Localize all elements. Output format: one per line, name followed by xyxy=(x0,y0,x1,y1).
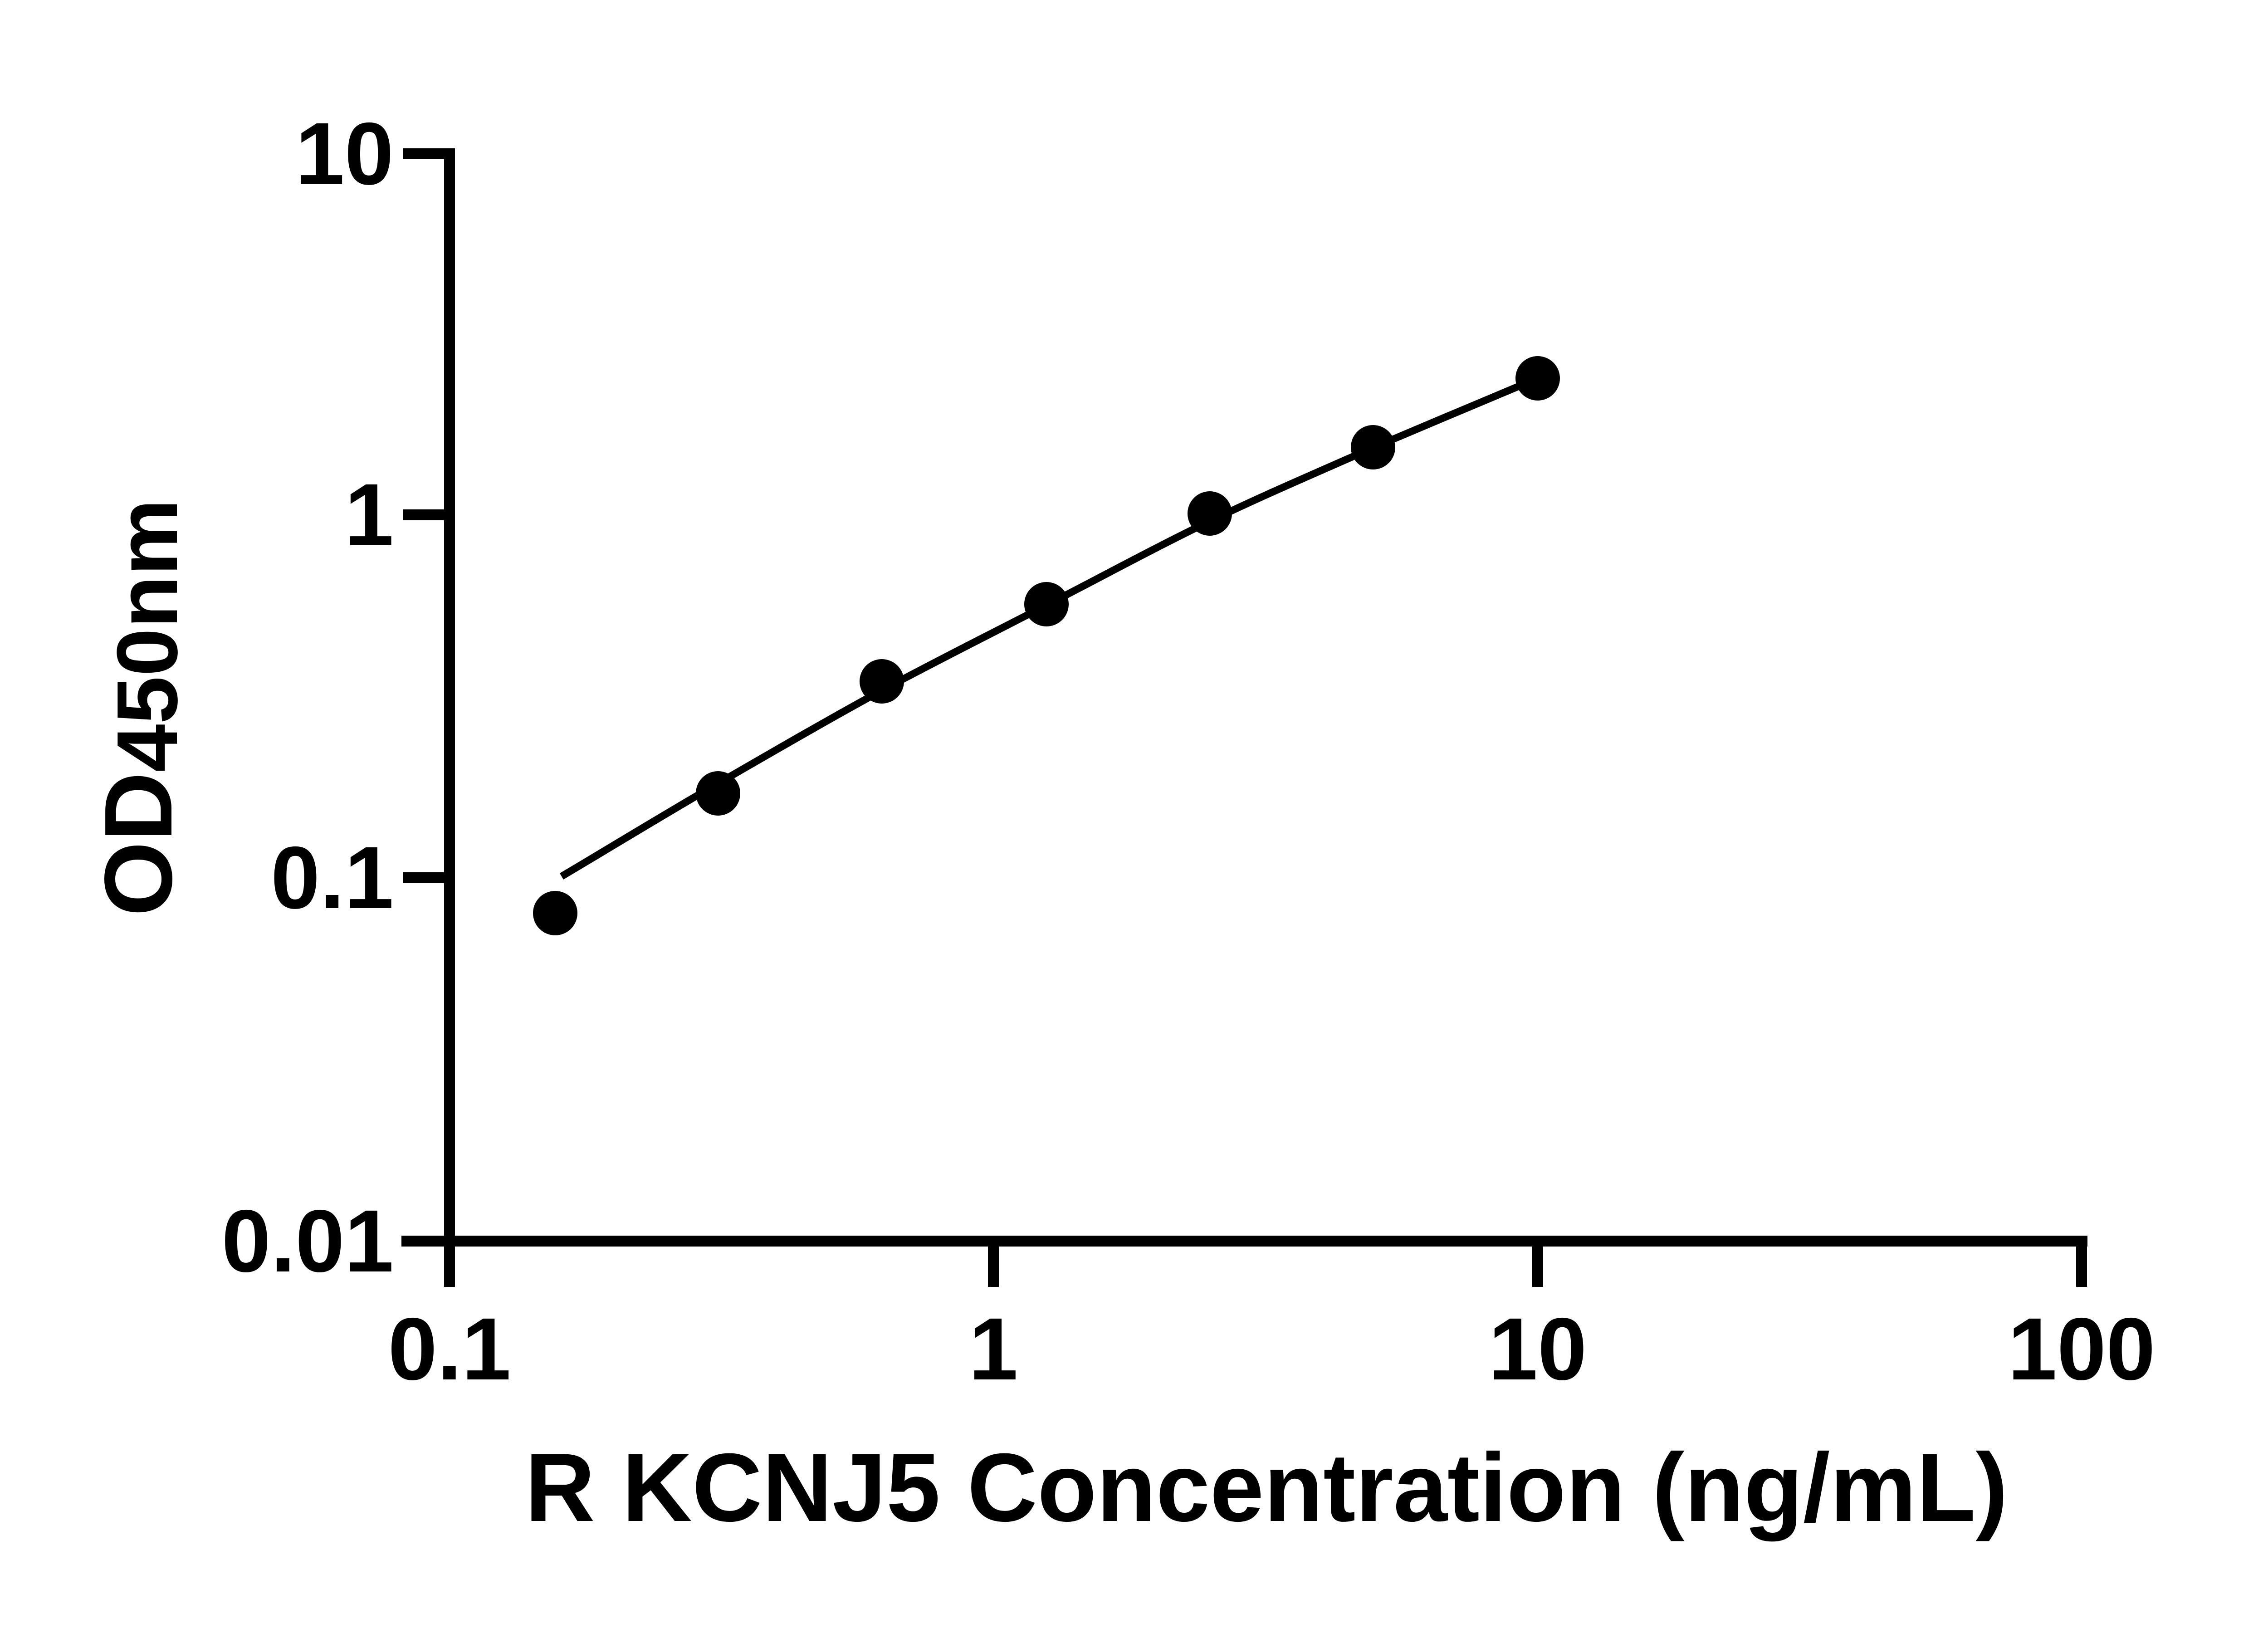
svg-text:0.1: 0.1 xyxy=(388,1300,511,1398)
svg-text:10: 10 xyxy=(295,104,394,203)
svg-text:100: 100 xyxy=(2008,1300,2155,1398)
svg-text:0.01: 0.01 xyxy=(221,1192,394,1291)
svg-text:R KCNJ5 Concentration (ng/mL): R KCNJ5 Concentration (ng/mL) xyxy=(525,1433,2008,1542)
svg-text:OD450nm: OD450nm xyxy=(84,499,196,916)
svg-text:0.1: 0.1 xyxy=(271,828,394,927)
svg-text:1: 1 xyxy=(345,465,394,564)
svg-text:10: 10 xyxy=(1489,1300,1587,1398)
svg-text:1: 1 xyxy=(969,1300,1018,1398)
